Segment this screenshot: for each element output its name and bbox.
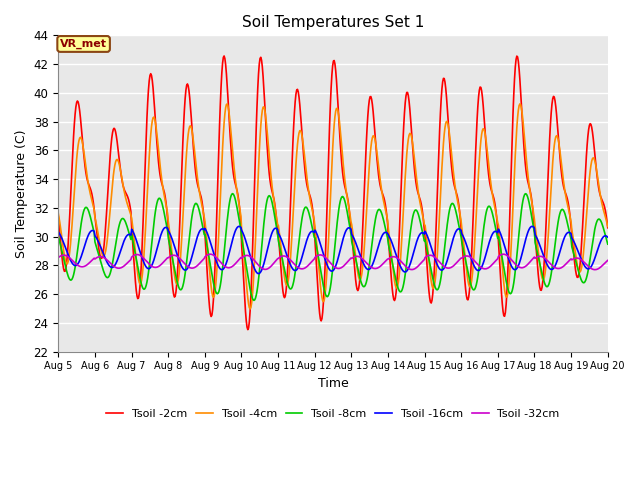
Tsoil -4cm: [516, 101, 524, 107]
Tsoil -2cm: [54, 214, 62, 219]
Tsoil -4cm: [604, 224, 612, 229]
Tsoil -8cm: [401, 272, 409, 277]
Tsoil -32cm: [591, 267, 598, 273]
Y-axis label: Soil Temperature (C): Soil Temperature (C): [15, 129, 28, 258]
Tsoil -32cm: [65, 254, 72, 260]
Tsoil -2cm: [220, 53, 228, 59]
Line: Tsoil -32cm: Tsoil -32cm: [58, 254, 608, 270]
Tsoil -8cm: [121, 217, 129, 223]
Tsoil -2cm: [401, 100, 409, 106]
Tsoil -16cm: [604, 234, 612, 240]
Tsoil -8cm: [604, 241, 612, 247]
X-axis label: Time: Time: [317, 377, 348, 390]
Tsoil -4cm: [54, 210, 62, 216]
Tsoil -16cm: [528, 224, 536, 229]
Tsoil -8cm: [177, 287, 184, 293]
Tsoil -2cm: [604, 225, 612, 231]
Tsoil -32cm: [205, 252, 213, 257]
Tsoil -8cm: [54, 233, 62, 239]
Tsoil -8cm: [65, 274, 72, 279]
Tsoil -16cm: [65, 252, 72, 258]
Tsoil -4cm: [401, 187, 408, 193]
Tsoil -16cm: [205, 237, 213, 243]
Legend: Tsoil -2cm, Tsoil -4cm, Tsoil -8cm, Tsoil -16cm, Tsoil -32cm: Tsoil -2cm, Tsoil -4cm, Tsoil -8cm, Tsoi…: [102, 405, 564, 423]
Tsoil -16cm: [177, 261, 184, 267]
Tsoil -32cm: [177, 256, 184, 262]
Tsoil -4cm: [417, 203, 424, 208]
Tsoil -16cm: [255, 271, 262, 276]
Tsoil -32cm: [207, 252, 214, 257]
Title: Soil Temperatures Set 1: Soil Temperatures Set 1: [242, 15, 424, 30]
Tsoil -32cm: [604, 258, 612, 264]
Tsoil -32cm: [417, 261, 424, 266]
Tsoil -2cm: [177, 200, 184, 205]
Line: Tsoil -2cm: Tsoil -2cm: [58, 56, 608, 330]
Text: VR_met: VR_met: [60, 39, 107, 49]
Tsoil -16cm: [401, 269, 408, 275]
Tsoil -8cm: [417, 223, 425, 229]
Tsoil -8cm: [228, 191, 236, 196]
Tsoil -16cm: [121, 236, 129, 242]
Tsoil -2cm: [121, 188, 129, 194]
Tsoil -4cm: [177, 254, 184, 260]
Tsoil -32cm: [121, 263, 129, 268]
Tsoil -2cm: [417, 202, 425, 207]
Tsoil -4cm: [246, 306, 254, 312]
Line: Tsoil -4cm: Tsoil -4cm: [58, 104, 608, 309]
Tsoil -4cm: [65, 259, 72, 264]
Tsoil -8cm: [250, 298, 258, 303]
Tsoil -2cm: [244, 327, 252, 333]
Tsoil -4cm: [121, 191, 129, 197]
Tsoil -16cm: [54, 229, 62, 235]
Tsoil -32cm: [401, 262, 408, 268]
Line: Tsoil -8cm: Tsoil -8cm: [58, 193, 608, 300]
Tsoil -8cm: [205, 258, 213, 264]
Tsoil -32cm: [54, 255, 62, 261]
Tsoil -16cm: [417, 231, 424, 237]
Line: Tsoil -16cm: Tsoil -16cm: [58, 227, 608, 274]
Tsoil -2cm: [65, 240, 72, 246]
Tsoil -4cm: [205, 268, 213, 274]
Tsoil -2cm: [205, 305, 213, 311]
